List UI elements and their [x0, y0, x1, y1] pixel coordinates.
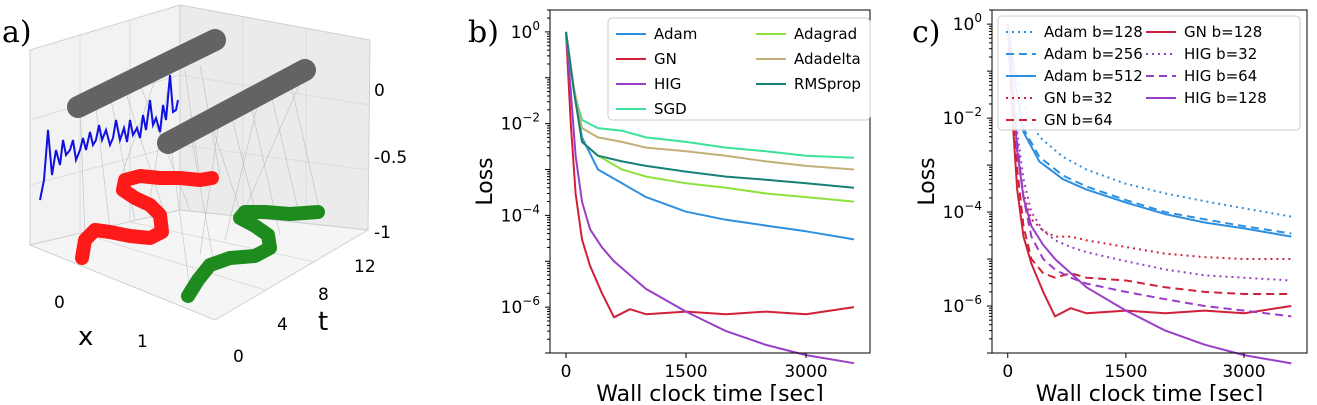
red-trajectory — [75, 169, 219, 265]
legend-box — [997, 15, 1301, 131]
legend-entry: HIG — [654, 75, 681, 93]
t-tick-1: 4 — [277, 315, 288, 335]
z-tick-0: 0 — [374, 81, 385, 101]
x-tick-label: 0 — [561, 362, 572, 382]
series-line-c-5 — [1006, 24, 1292, 318]
y-axis-label: Loss — [915, 157, 940, 205]
x-axis-label: x — [78, 322, 93, 352]
panel-c-chart: c) 0 1500 3000 100 10−2 10−4 10−6 Wall clock ti… — [912, 9, 1308, 405]
y-tick-label: 100 — [953, 11, 982, 35]
y-axis-label: Loss — [473, 157, 498, 205]
panel-c-batch-size-comparison: c) 0 1500 3000 100 10−2 10−4 10−6 Wall clock ti… — [880, 0, 1317, 405]
y-tick-label: 10−6 — [943, 293, 982, 317]
series-line-b-5 — [565, 31, 855, 171]
series-group — [1006, 23, 1292, 365]
blue-signal-line — [39, 74, 179, 201]
legend-entry: Adam b=256 — [1044, 45, 1143, 63]
y-tick-label: 10−2 — [943, 105, 982, 129]
z-tick-1: -0.5 — [374, 148, 407, 168]
legend-entry: Adam b=512 — [1044, 67, 1143, 85]
obstacle-bar-front — [157, 59, 316, 154]
series-line-c-3 — [1006, 24, 1292, 260]
panel-b-chart: b) 0 1500 3000 100 10−2 10−4 10−6 Wall clock ti… — [468, 9, 871, 405]
series-line-c-6 — [1006, 24, 1292, 282]
series-line-c-7 — [1006, 24, 1292, 318]
x-tick-label: 1500 — [664, 362, 707, 382]
legend-entry: Adagrad — [794, 25, 857, 43]
legend-entry: GN b=64 — [1044, 111, 1113, 129]
y-tick-label: 10−2 — [501, 111, 540, 135]
y-tick-label: 10−4 — [943, 199, 982, 223]
panel-a-3d-trajectories: a) — [0, 0, 440, 401]
series-line-b-6 — [565, 31, 855, 189]
legend: Adam GN HIG SGD Adagrad Adadelta RMSprop — [607, 17, 871, 121]
y-tick-label: 10−4 — [501, 202, 540, 226]
x-tick-label: 3000 — [1222, 362, 1265, 382]
green-trajectory — [181, 205, 325, 303]
panel-b-optimizer-comparison: b) 0 1500 3000 100 10−2 10−4 10−6 Wall clock ti… — [440, 0, 880, 405]
x-axis-label: Wall clock time [sec] — [596, 382, 824, 401]
panel-b-label: b) — [468, 15, 499, 50]
t-tick-3: 12 — [354, 257, 376, 277]
y-tick-label: 100 — [511, 19, 540, 43]
z-tick-2: -1 — [374, 223, 391, 243]
x-tick-1: 1 — [137, 332, 148, 352]
series-line-c-0 — [1006, 23, 1292, 218]
panel-c-label: c) — [912, 15, 941, 50]
legend-entry: HIG b=64 — [1184, 67, 1257, 85]
legend-entry: GN b=128 — [1184, 23, 1262, 41]
x-tick-label: 3000 — [784, 362, 827, 382]
plot-frame — [991, 9, 1308, 354]
legend-entry: HIG b=128 — [1184, 89, 1267, 107]
legend-entry: Adam b=128 — [1044, 23, 1143, 41]
series-group — [565, 31, 855, 365]
panel-a-svg: a) — [2, 4, 407, 367]
t-axis-label: t — [318, 307, 328, 337]
legend: Adam b=128 Adam b=256 Adam b=512 GN b=32 GN … — [997, 15, 1301, 131]
plot-frame — [549, 9, 871, 354]
legend-entry: RMSprop — [794, 75, 861, 93]
x-tick-label: 1500 — [1104, 362, 1147, 382]
x-axis-label: Wall clock time [sec] — [1036, 382, 1264, 401]
series-line-c-4 — [1006, 24, 1292, 295]
legend-entry: SGD — [654, 100, 687, 118]
legend-entry: Adadelta — [794, 50, 861, 68]
series-line-b-1 — [565, 31, 855, 319]
legend-box — [607, 17, 871, 121]
obstacle-bar-back — [67, 29, 226, 118]
series-line-c-8 — [1006, 24, 1292, 365]
x-tick-0: 0 — [54, 293, 65, 313]
legend-entry: GN — [654, 50, 677, 68]
x-tick-label: 0 — [1002, 362, 1013, 382]
legend-entry: Adam — [654, 25, 697, 43]
series-line-b-2 — [565, 31, 855, 365]
panel-a-label: a) — [2, 15, 32, 50]
t-tick-0: 0 — [233, 347, 244, 367]
t-tick-2: 8 — [318, 285, 329, 305]
series-line-c-1 — [1006, 23, 1292, 235]
legend-entry: GN b=32 — [1044, 89, 1113, 107]
y-tick-label: 10−6 — [501, 294, 540, 318]
legend-entry: HIG b=32 — [1184, 45, 1257, 63]
